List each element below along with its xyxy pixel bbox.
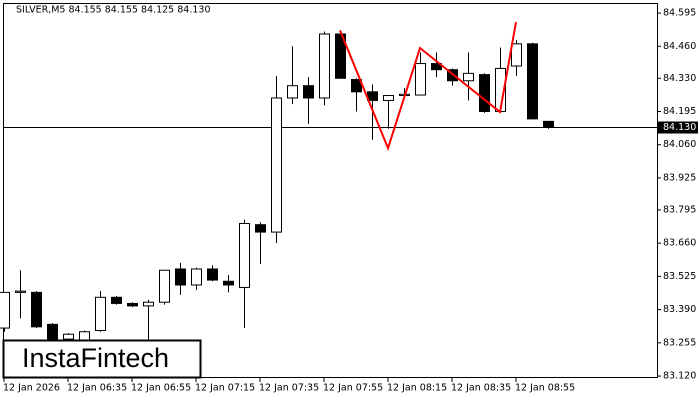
- candle-body: [527, 43, 538, 120]
- x-tick-label: 12 Jan 08:35: [451, 383, 511, 394]
- candle-body: [431, 63, 442, 71]
- chart-title: SILVER,M5 84.155 84.155 84.125 84.130: [16, 5, 211, 16]
- plot-frame: [3, 3, 658, 378]
- candle-body: [287, 85, 298, 99]
- y-tick-label: 83.660: [663, 238, 696, 249]
- candle-body: [63, 333, 74, 340]
- pattern-line: [339, 22, 517, 152]
- x-tick-label: 12 Jan 07:15: [195, 383, 255, 394]
- candle-body: [239, 222, 250, 288]
- candle-body: [175, 268, 186, 286]
- candle-body: [223, 280, 234, 286]
- candle-body: [271, 97, 282, 233]
- x-tick-label: 12 Jan 08:55: [515, 383, 575, 394]
- y-tick-label: 83.255: [663, 337, 696, 348]
- y-tick-label: 84.595: [663, 8, 696, 19]
- y-tick-label: 83.795: [663, 204, 696, 215]
- x-tick-label: 12 Jan 06:35: [67, 383, 127, 394]
- y-tick-label: 83.390: [663, 304, 696, 315]
- candle-body: [303, 85, 314, 99]
- y-tick-label: 84.460: [663, 41, 696, 52]
- candle-body: [479, 74, 490, 113]
- candle-body: [463, 72, 474, 82]
- y-tick-label: 84.195: [663, 106, 696, 117]
- y-tick-label: 83.525: [663, 271, 696, 282]
- x-tick-label: 12 Jan 07:35: [259, 383, 319, 394]
- candle-body: [159, 269, 170, 303]
- candle-body: [15, 290, 26, 293]
- y-tick-label: 83.925: [663, 172, 696, 183]
- price-label-box: [658, 121, 698, 134]
- candle-body: [111, 296, 122, 304]
- candle-body: [255, 224, 266, 233]
- candle-body: [31, 291, 42, 328]
- candle-body: [127, 302, 138, 307]
- x-tick-label: 12 Jan 08:15: [387, 383, 447, 394]
- price-label: 84.130: [663, 122, 696, 133]
- y-tick-label: 84.060: [663, 139, 696, 150]
- candle-body: [319, 33, 330, 99]
- candle-body: [383, 95, 394, 101]
- x-tick-label: 12 Jan 07:55: [323, 383, 383, 394]
- candle-body: [0, 291, 10, 329]
- candle-body: [47, 323, 58, 340]
- logo: InstaFintech: [22, 343, 169, 373]
- candle-body: [415, 63, 426, 96]
- candle-body: [143, 301, 154, 307]
- x-tick-label: 12 Jan 2026: [3, 383, 60, 394]
- candle-body: [511, 43, 522, 67]
- candle-body: [95, 296, 106, 332]
- y-tick-label: 83.120: [663, 371, 696, 382]
- logo-box: [2, 339, 202, 379]
- x-tick-label: 12 Jan 06:55: [131, 383, 191, 394]
- candle-body: [191, 268, 202, 286]
- y-tick-label: 84.330: [663, 73, 696, 84]
- candle-body: [207, 268, 218, 281]
- candle-body: [543, 120, 554, 129]
